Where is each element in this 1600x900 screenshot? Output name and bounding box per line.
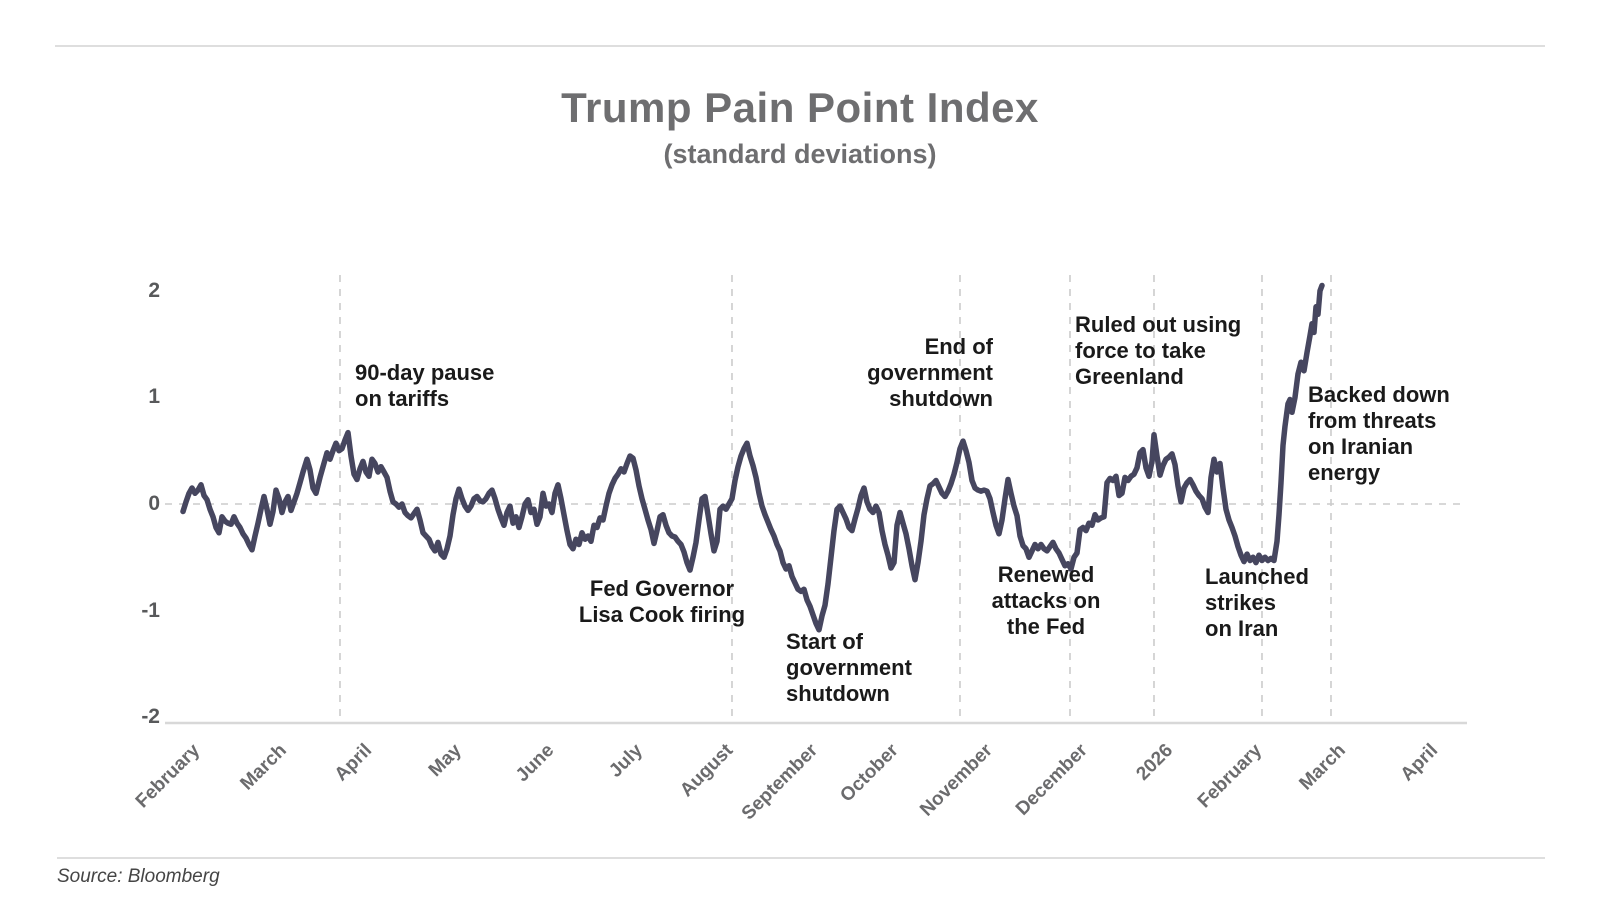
source-credit: Source: Bloomberg bbox=[57, 866, 220, 887]
y-tick-label: 0 bbox=[148, 492, 160, 515]
chart-annotation: Renewed attacks on the Fed bbox=[991, 562, 1101, 639]
chart-annotation: End of government shutdown bbox=[867, 334, 993, 411]
chart-subtitle: (standard deviations) bbox=[663, 139, 937, 169]
top-divider bbox=[55, 45, 1545, 47]
chart-annotation: Launched strikes on Iran bbox=[1205, 564, 1309, 641]
chart-annotation: Backed down from threats on Iranian ener… bbox=[1308, 382, 1450, 485]
y-tick-label: -1 bbox=[141, 598, 160, 622]
pain-point-index-line bbox=[180, 282, 1325, 633]
chart-annotation: Start of government shutdown bbox=[786, 629, 912, 706]
y-tick-label: 1 bbox=[148, 385, 160, 409]
chart-annotation: Ruled out using force to take Greenland bbox=[1075, 312, 1242, 389]
bottom-divider bbox=[57, 857, 1545, 859]
chart-annotation: 90-day pause on tariffs bbox=[355, 360, 495, 411]
y-tick-label: -2 bbox=[141, 705, 160, 729]
chart-annotation: Fed Governor Lisa Cook firing bbox=[578, 576, 746, 627]
y-tick-label: 2 bbox=[148, 278, 160, 302]
chart-title: Trump Pain Point Index bbox=[561, 84, 1039, 131]
